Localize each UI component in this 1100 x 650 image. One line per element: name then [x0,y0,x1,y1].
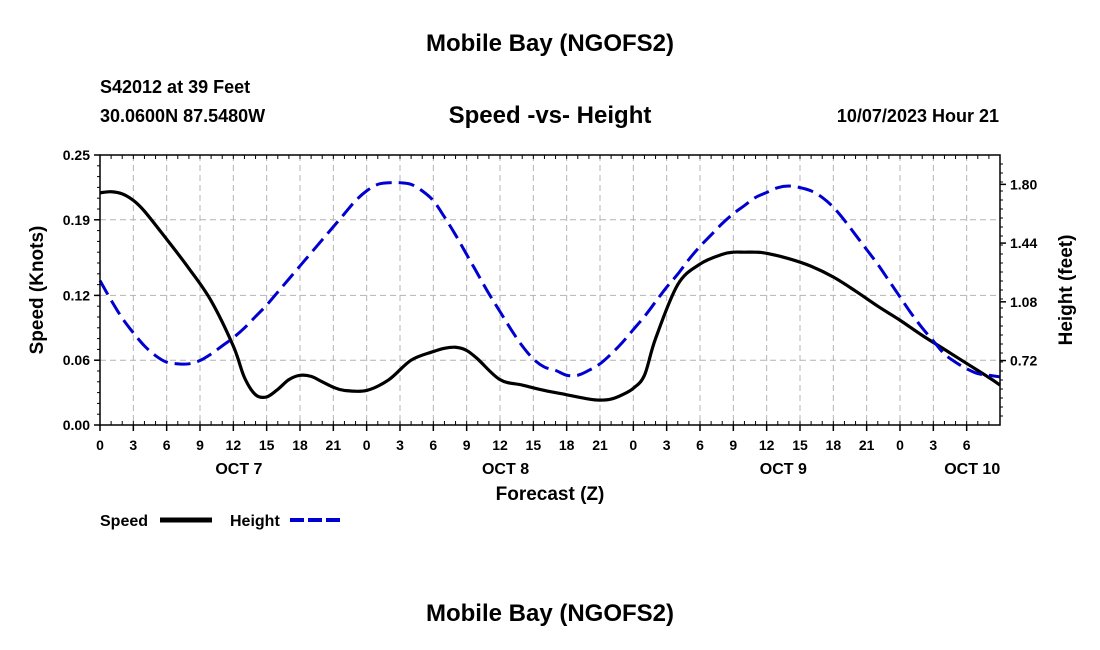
plot-frame [99,154,1001,426]
x-tick-label: 12 [492,437,508,453]
x-tick-label: 6 [163,437,171,453]
y-axis-right-label: Height (feet) [1056,235,1077,346]
x-tick-label: 0 [896,437,904,453]
x-tick-label: 21 [859,437,875,453]
x-tick-label: 15 [259,437,275,453]
x-tick-label: 9 [463,437,471,453]
x-tick-label: 3 [663,437,671,453]
x-tick-label: 18 [559,437,575,453]
legend: Speed Height [100,513,342,530]
x-tick-label: 12 [226,437,242,453]
x-tick-label: 18 [826,437,842,453]
x-tick-label: 15 [792,437,808,453]
y-right-tick-label: 1.80 [1010,176,1037,192]
x-tick-label: 9 [196,437,204,453]
y-axis-left-label: Speed (Knots) [27,226,48,355]
day-label: OCT 9 [760,461,807,478]
series-line-speed [99,190,1001,402]
series-layer [98,181,1001,402]
y-axis-left: 0.00 0.06 0.12 0.19 0.25 [63,147,100,433]
x-tick-label: 6 [963,437,971,453]
y-right-tick-label: 0.72 [1010,353,1037,369]
y-left-tick-label: 0.00 [63,417,90,433]
x-tick-label: 3 [929,437,937,453]
x-tick-label: 0 [96,437,104,453]
y-left-tick-label: 0.12 [63,287,90,303]
y-left-tick-label: 0.19 [63,212,90,228]
x-tick-label: 15 [526,437,542,453]
x-axis-label: Forecast (Z) [496,484,605,505]
legend-height-label: Height [230,513,280,530]
footer-title: Mobile Bay (NGOFS2) [425,600,675,627]
x-tick-label: 6 [429,437,437,453]
day-label: OCT 10 [944,461,1000,478]
y-left-tick-label: 0.25 [63,147,90,163]
y-right-tick-label: 1.08 [1010,294,1037,310]
day-label: OCT 7 [215,461,262,478]
station-label: S42012 at 39 Feet [100,77,251,97]
y-left-tick-label: 0.06 [63,352,90,368]
x-tick-label: 3 [129,437,137,453]
x-tick-label: 0 [629,437,637,453]
minor-ticks [99,155,1001,425]
y-right-tick-label: 1.44 [1010,235,1037,251]
day-label: OCT 8 [482,461,529,478]
x-tick-label: 18 [292,437,308,453]
x-axis: 0 3 6 9 12 15 18 21 0 3 6 9 12 15 18 21 0 3 6 9 12 15 18 21 0 3 6 O… [96,425,1000,478]
legend-speed-label: Speed [100,513,148,530]
station-coordinates: 30.0600N 87.5480W [100,106,266,126]
x-tick-label: 21 [326,437,342,453]
x-tick-label: 12 [759,437,775,453]
y-axis-right: 0.72 1.08 1.44 1.80 [1000,163,1037,417]
forecast-timestamp: 10/07/2023 Hour 21 [836,106,999,126]
x-tick-label: 0 [363,437,371,453]
x-tick-label: 21 [592,437,608,453]
page-title: Mobile Bay (NGOFS2) [425,30,675,57]
x-tick-label: 9 [729,437,737,453]
chart-subtitle: Speed -vs- Height [448,102,652,129]
x-tick-label: 6 [696,437,704,453]
x-tick-label: 3 [396,437,404,453]
grid-lines [100,155,1000,425]
